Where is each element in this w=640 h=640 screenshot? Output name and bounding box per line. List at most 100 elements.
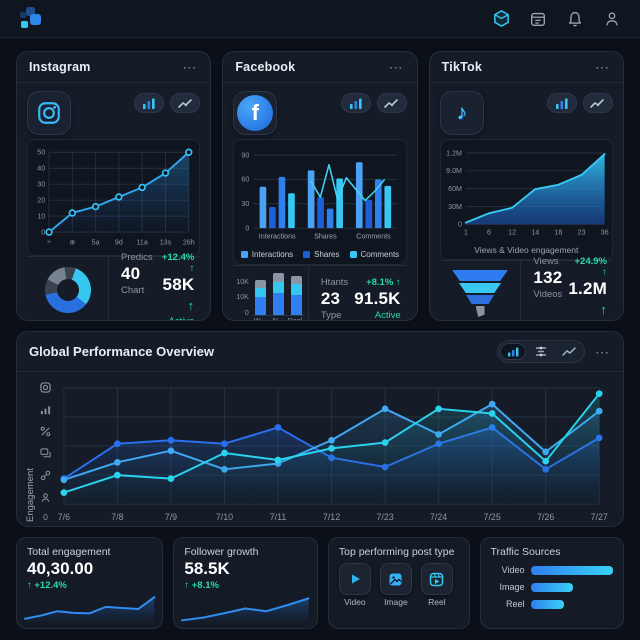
- calendar-icon[interactable]: [528, 9, 548, 29]
- bell-icon[interactable]: [565, 9, 585, 29]
- reel-type-button[interactable]: [420, 563, 453, 595]
- instagram-card: Instagram ⋯: [16, 51, 212, 321]
- chart-type-segmented-control: [497, 340, 585, 363]
- cube-icon[interactable]: [491, 9, 511, 29]
- stat-sub: Active: [568, 320, 607, 321]
- stat-delta: +8.1% ↑: [366, 276, 401, 288]
- facebook-card-title: Facebook: [235, 60, 296, 74]
- traffic-row: Image: [491, 582, 614, 592]
- svg-text:7/26: 7/26: [537, 512, 554, 522]
- filter-button[interactable]: [528, 343, 554, 360]
- svg-text:9.0M: 9.0M: [446, 167, 462, 175]
- svg-text:36: 36: [600, 229, 608, 237]
- image-type-button[interactable]: [379, 563, 412, 595]
- user-icon[interactable]: [602, 9, 622, 29]
- facebook-mini-stacked-bars: 10K 10K 0 W: [233, 266, 309, 320]
- tiktok-icon: ♪: [439, 91, 484, 135]
- tile-label: Image: [384, 597, 408, 607]
- svg-text:Shares: Shares: [314, 233, 337, 241]
- svg-text:7/24: 7/24: [430, 512, 447, 522]
- user-icon: [40, 490, 51, 508]
- svg-text:30: 30: [37, 181, 45, 189]
- svg-text:7/10: 7/10: [216, 512, 233, 522]
- line-view-button[interactable]: [556, 343, 582, 360]
- bar-chart-toggle-button[interactable]: [134, 93, 165, 113]
- svg-text:7/12: 7/12: [323, 512, 340, 522]
- svg-text:60M: 60M: [448, 185, 462, 193]
- y-axis-label: Engagement: [25, 468, 36, 522]
- svg-text:÷: ÷: [47, 238, 51, 246]
- svg-text:40: 40: [37, 165, 45, 173]
- stat-value: 58K ↑: [162, 275, 195, 313]
- svg-text:90: 90: [242, 151, 250, 159]
- line-chart-toggle-button[interactable]: [170, 93, 201, 113]
- tiktok-menu-button[interactable]: ⋯: [594, 59, 609, 75]
- stat-sub: Active: [161, 316, 194, 320]
- instagram-menu-button[interactable]: ⋯: [182, 59, 197, 75]
- stat-sub: Videos: [533, 289, 563, 300]
- overview-menu-button[interactable]: ⋯: [595, 343, 609, 360]
- instagram-growth-chart: 50 40 30 20 10 0 ÷ ⊕ 5a 9d 11a 13s 26h: [27, 139, 201, 256]
- follower-growth-sparkline: [180, 592, 311, 624]
- svg-text:0: 0: [246, 225, 250, 233]
- top-post-type-card: Top performing post type Video Image: [327, 537, 470, 629]
- tile-label: Video: [344, 597, 366, 607]
- chat-icon: [40, 446, 51, 464]
- facebook-bars-chart: 90 60 30 0 Interactions Shares Comments Intera…: [233, 139, 407, 265]
- stat-label: Htants: [320, 276, 349, 288]
- metric-icon-rail: 0: [37, 378, 54, 522]
- global-overview-card: Global Performance Overview ⋯: [16, 331, 624, 527]
- svg-text:9d: 9d: [115, 238, 123, 246]
- svg-text:30: 30: [242, 200, 250, 208]
- bar-chart-icon: [40, 402, 51, 420]
- follower-growth-value: 58.5K: [184, 559, 230, 578]
- up-arrow-icon: ↑: [187, 298, 195, 313]
- stat-label: Predics: [121, 252, 153, 263]
- tiktok-funnel-chart: [440, 261, 522, 320]
- line-chart-toggle-button[interactable]: [582, 93, 613, 113]
- delta-badge: ↑ +8.1%: [184, 580, 219, 591]
- svg-text:50: 50: [37, 149, 45, 157]
- tiktok-card: TikTok ⋯ ♪ 1.2M 9.0M 60M 30M 0 1: [428, 51, 624, 321]
- instagram-card-title: Instagram: [29, 60, 91, 74]
- svg-text:1: 1: [463, 229, 467, 237]
- bar-chart-toggle-button[interactable]: [340, 93, 371, 113]
- total-engagement-sparkline: [23, 592, 156, 624]
- svg-text:14: 14: [531, 229, 539, 237]
- stat-value: 1.2M ↑: [568, 279, 607, 317]
- bar-view-button[interactable]: [500, 343, 526, 360]
- stat-value: 132: [533, 268, 563, 287]
- svg-text:7/8: 7/8: [111, 512, 123, 522]
- card-title: Traffic Sources: [490, 546, 561, 558]
- svg-text:30M: 30M: [448, 203, 462, 211]
- stat-value: 23: [320, 288, 341, 308]
- delta-badge: ↑ +12.4%: [27, 580, 67, 591]
- traffic-sources-card: Traffic Sources Video Image Reel: [479, 537, 624, 629]
- card-title: Total engagement: [27, 546, 111, 558]
- y-axis-zero: 0: [43, 512, 48, 522]
- instagram-donut-chart: [27, 257, 109, 320]
- tile-label: Reel: [428, 597, 446, 607]
- svg-text:1.2M: 1.2M: [446, 149, 462, 157]
- video-type-button[interactable]: [338, 563, 371, 595]
- svg-text:0: 0: [458, 221, 462, 229]
- svg-text:13s: 13s: [160, 238, 172, 246]
- svg-text:11a: 11a: [137, 238, 148, 246]
- facebook-menu-button[interactable]: ⋯: [388, 59, 403, 75]
- svg-text:26h: 26h: [183, 238, 195, 246]
- svg-text:⊕: ⊕: [69, 238, 75, 246]
- percent-icon: [40, 424, 51, 442]
- top-bar: [0, 0, 640, 38]
- svg-text:7/25: 7/25: [484, 512, 501, 522]
- traffic-row: Video: [491, 565, 613, 575]
- total-engagement-value: 40,30.00: [27, 559, 94, 578]
- facebook-icon: f: [233, 91, 278, 135]
- svg-text:60: 60: [242, 176, 250, 184]
- stat-delta: +24.9% ↑: [574, 256, 607, 278]
- line-chart-toggle-button[interactable]: [376, 93, 407, 113]
- svg-text:0: 0: [41, 229, 45, 237]
- app-logo[interactable]: [18, 5, 48, 32]
- svg-text:18: 18: [554, 229, 562, 237]
- stat-delta: +12.4% ↑: [161, 252, 195, 274]
- bar-chart-toggle-button[interactable]: [546, 93, 577, 113]
